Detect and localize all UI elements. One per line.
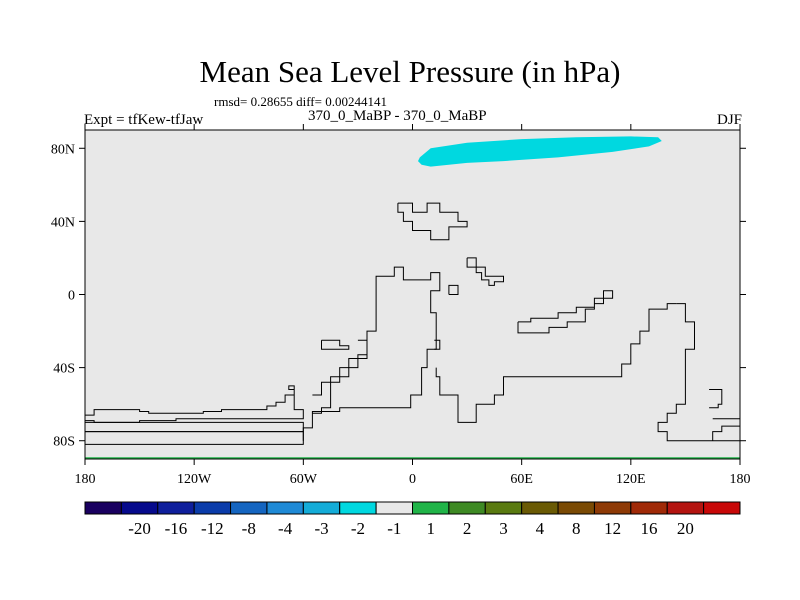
coastline-7 — [448, 284, 459, 295]
x-tick-label-2: 60W — [290, 472, 318, 487]
x-axis: 180 120W 60W 0 60E 120E 180 — [75, 124, 751, 487]
colorbar-swatch-6 — [302, 501, 341, 515]
colorbar-label-2: -12 — [201, 519, 224, 538]
colorbar: -20 -16 -12 -8 -4 -3 -2 -1 1 2 3 4 8 12 16 20 — [84, 501, 741, 538]
colorbar-swatch-9 — [412, 501, 450, 515]
colorbar-swatch-11 — [484, 501, 523, 515]
y-tick-label-3: 40S — [53, 362, 75, 377]
plot-title: Mean Sea Level Pressure (in hPa) — [199, 54, 621, 89]
colorbar-swatch-1 — [120, 501, 159, 515]
x-tick-label-4: 60E — [510, 472, 533, 487]
coastline-9 — [435, 303, 677, 423]
coastline-13 — [712, 425, 740, 441]
colorbar-swatch-5 — [266, 501, 304, 515]
colorbar-label-8: 1 — [426, 519, 435, 538]
y-tick-label-0: 80N — [51, 142, 75, 157]
colorbar-label-12: 8 — [572, 519, 581, 538]
y-tick-label-1: 40N — [51, 215, 75, 230]
colorbar-swatch-16 — [666, 501, 705, 515]
coastline-10 — [657, 303, 740, 442]
colorbar-label-15: 20 — [677, 519, 694, 538]
colorbar-label-0: -20 — [128, 519, 151, 538]
coastline-8 — [517, 290, 614, 334]
colorbar-label-14: 16 — [641, 519, 658, 538]
colorbar-swatch-4 — [230, 501, 268, 515]
y-tick-label-2: 0 — [68, 289, 75, 304]
colorbar-label-5: -3 — [314, 519, 328, 538]
colorbar-label-11: 4 — [536, 519, 545, 538]
coastline-11 — [709, 389, 723, 409]
coastline-15 — [466, 257, 504, 286]
colorbar-swatch-0 — [84, 501, 122, 515]
colorbar-swatch-15 — [630, 501, 668, 515]
colorbar-label-13: 12 — [604, 519, 621, 538]
coastline-0 — [85, 385, 304, 423]
coastlines — [85, 202, 740, 445]
colorbar-swatch-10 — [448, 501, 486, 515]
x-tick-label-6: 180 — [730, 472, 751, 487]
colorbar-label-10: 3 — [499, 519, 508, 538]
x-tick-label-0: 180 — [75, 472, 96, 487]
colorbar-swatch-8 — [375, 501, 414, 515]
map-plot-area — [85, 130, 740, 459]
stats-label: rmsd= 0.28655 diff= 0.00244141 — [214, 94, 387, 109]
comparison-label: 370_0_MaBP - 370_0_MaBP — [308, 108, 487, 124]
colorbar-label-1: -16 — [165, 519, 188, 538]
colorbar-label-4: -4 — [278, 519, 293, 538]
coastline-14 — [397, 202, 468, 241]
experiment-label: Expt = tfKew-tfJaw — [84, 112, 204, 128]
colorbar-label-9: 2 — [463, 519, 472, 538]
colorbar-label-6: -2 — [351, 519, 365, 538]
colorbar-swatch-13 — [557, 501, 595, 515]
colorbar-swatch-12 — [521, 501, 559, 515]
coastline-5 — [321, 339, 350, 350]
colorbar-swatch-3 — [193, 501, 232, 515]
x-tick-label-1: 120W — [177, 472, 212, 487]
coastline-4 — [312, 339, 368, 396]
season-label: DJF — [716, 112, 742, 128]
colorbar-label-7: -1 — [387, 519, 401, 538]
colorbar-swatch-7 — [339, 501, 377, 515]
colorbar-swatch-14 — [593, 501, 632, 515]
colorbar-label-3: -8 — [242, 519, 256, 538]
x-tick-label-3: 0 — [409, 472, 416, 487]
y-axis: 80N 40N 0 40S 80S — [51, 142, 746, 450]
coastline-6 — [434, 339, 441, 350]
y-tick-label-4: 80S — [53, 435, 75, 450]
anomaly-region-0 — [418, 136, 662, 167]
x-tick-label-5: 120E — [616, 472, 646, 487]
colorbar-swatch-17 — [703, 501, 741, 515]
coastline-3 — [302, 266, 441, 441]
colorbar-swatch-2 — [157, 501, 195, 515]
